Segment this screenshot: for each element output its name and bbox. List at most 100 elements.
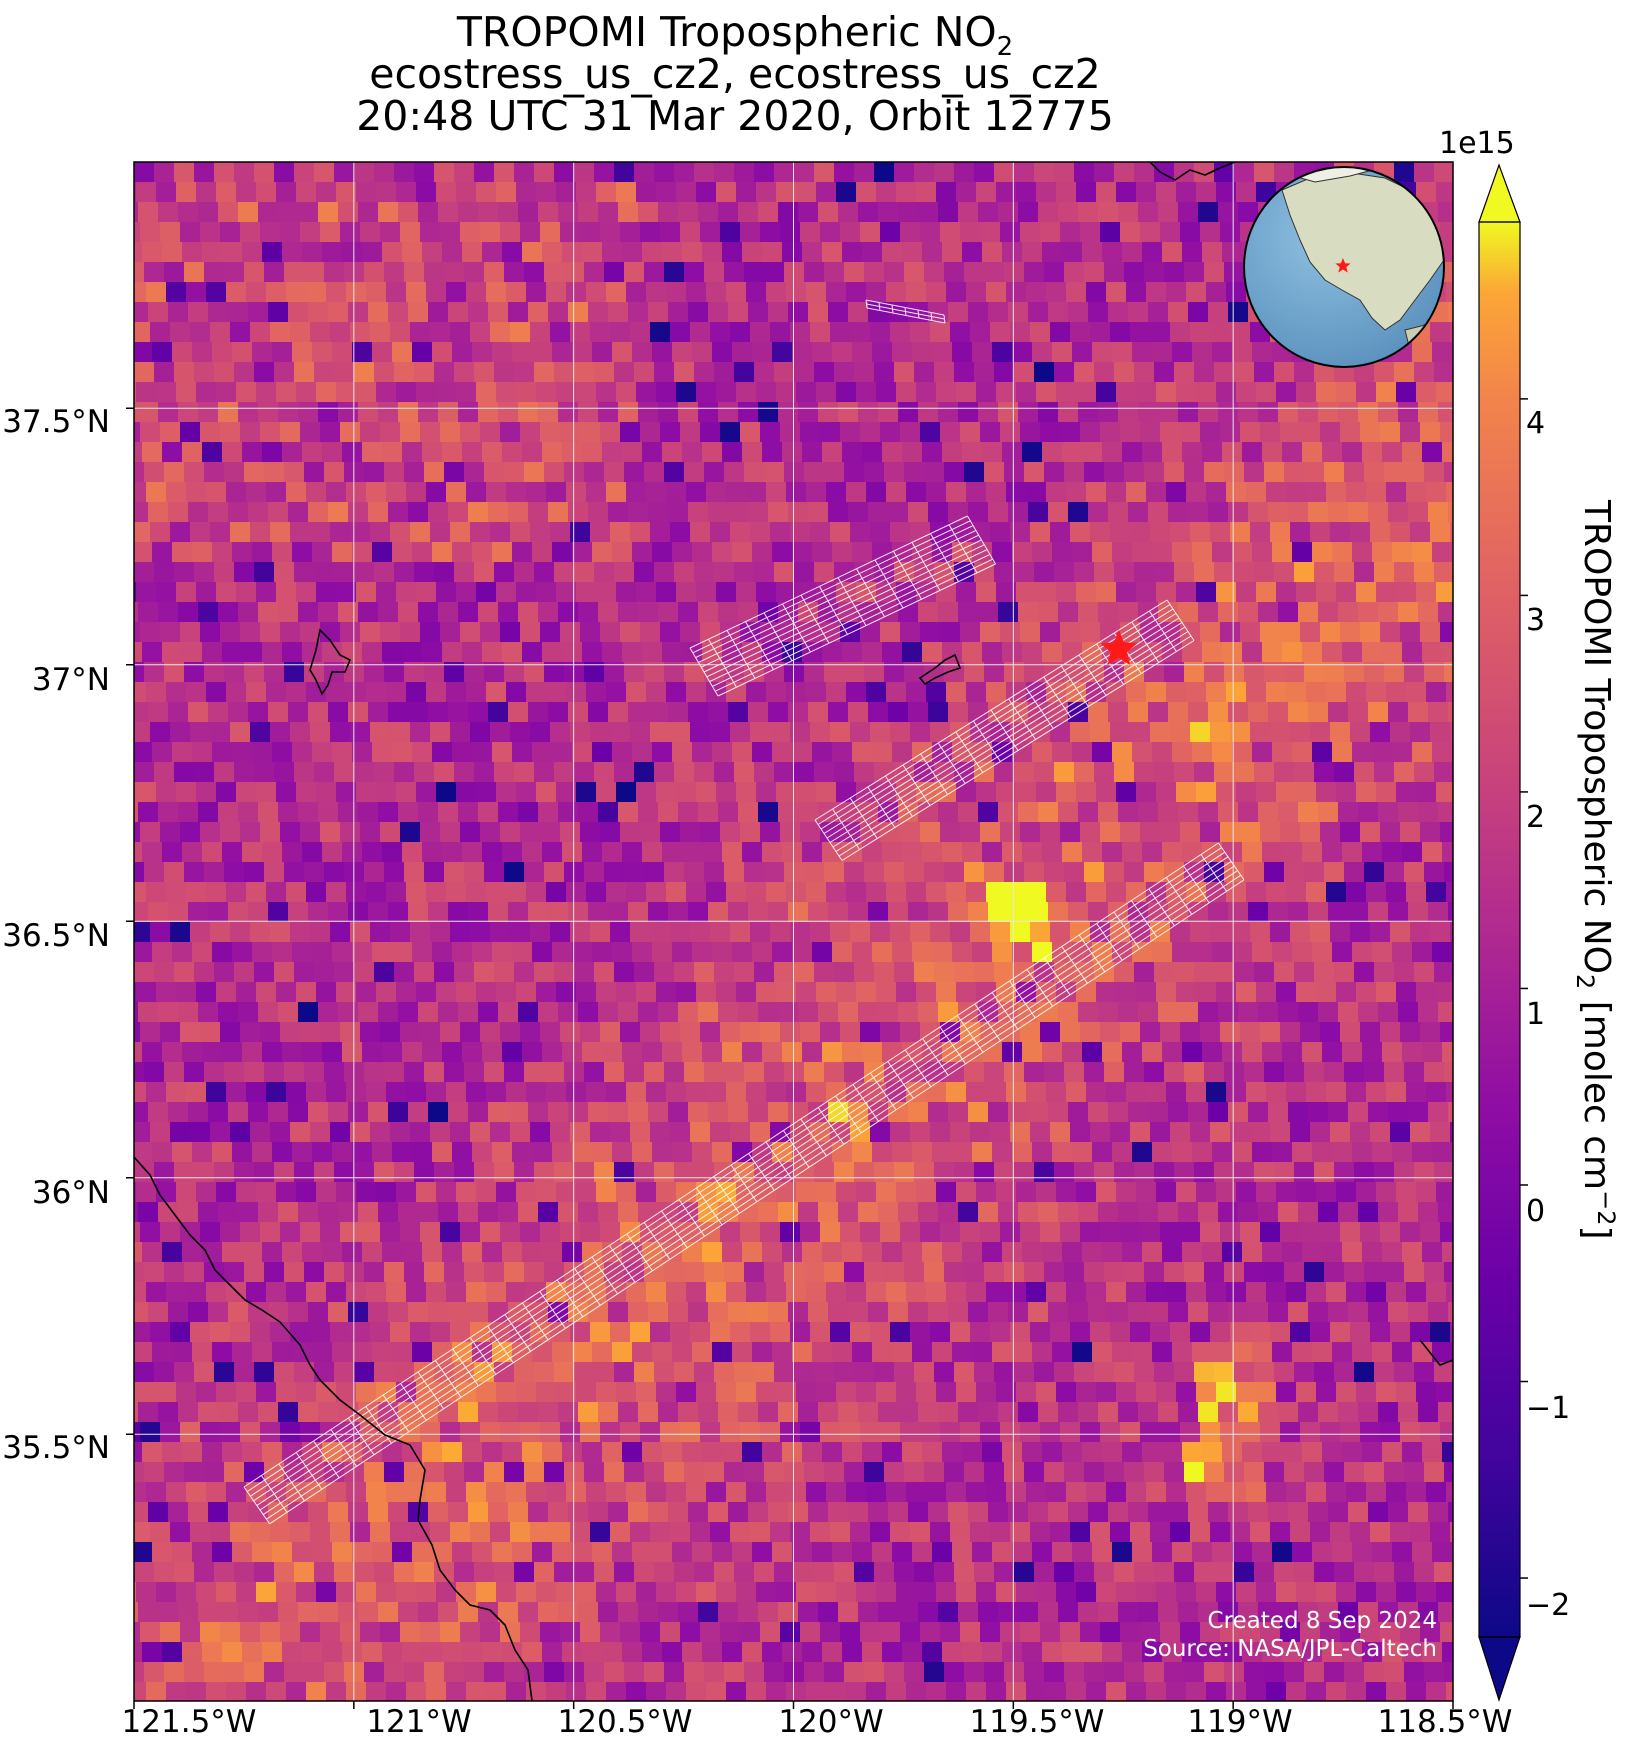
no2-pixel (492, 1142, 513, 1163)
no2-pixel (574, 562, 595, 583)
no2-pixel (1344, 862, 1365, 883)
no2-pixel (426, 1482, 447, 1503)
no2-pixel (1204, 662, 1225, 683)
no2-pixel (1198, 1402, 1219, 1423)
no2-pixel (474, 1362, 495, 1383)
no2-pixel (512, 542, 533, 563)
no2-pixel (1318, 1002, 1339, 1023)
no2-pixel (166, 282, 187, 303)
no2-pixel (232, 942, 253, 963)
no2-pixel (232, 1342, 253, 1363)
no2-pixel (900, 1422, 921, 1443)
no2-pixel (990, 1522, 1011, 1543)
no2-pixel (104, 862, 125, 883)
no2-pixel (960, 1422, 981, 1443)
no2-pixel (956, 582, 977, 603)
no2-pixel (1284, 1262, 1305, 1283)
no2-pixel (382, 842, 403, 863)
no2-pixel (242, 1242, 263, 1263)
no2-pixel (974, 962, 995, 983)
no2-pixel (704, 1462, 725, 1483)
no2-pixel (802, 1242, 823, 1263)
no2-pixel (1198, 1002, 1219, 1023)
no2-pixel (134, 1062, 145, 1083)
no2-pixel (1172, 1342, 1193, 1363)
no2-pixel (552, 342, 573, 363)
no2-pixel (1256, 382, 1277, 403)
no2-pixel (142, 1442, 163, 1463)
no2-pixel (478, 602, 499, 623)
no2-pixel (874, 362, 895, 383)
no2-pixel (1302, 442, 1323, 463)
no2-pixel (1374, 962, 1395, 983)
no2-pixel (286, 282, 307, 303)
no2-pixel (1008, 1502, 1029, 1523)
no2-pixel (510, 1322, 531, 1343)
no2-pixel (460, 1022, 481, 1043)
no2-pixel (1016, 1182, 1037, 1203)
no2-pixel (580, 1422, 601, 1443)
no2-pixel (964, 462, 985, 483)
no2-pixel (704, 1262, 725, 1283)
no2-pixel (134, 682, 147, 703)
no2-pixel (760, 622, 781, 643)
no2-pixel (330, 1522, 351, 1543)
no2-pixel (1244, 1262, 1265, 1283)
no2-pixel (1310, 1322, 1331, 1343)
no2-pixel (1050, 922, 1071, 943)
no2-pixel (1348, 1102, 1369, 1123)
no2-pixel (1422, 642, 1443, 663)
no2-pixel (854, 762, 875, 783)
no2-pixel (608, 1502, 629, 1523)
no2-pixel (414, 962, 435, 983)
no2-pixel (484, 262, 505, 283)
no2-pixel (732, 742, 753, 763)
no2-pixel (506, 482, 527, 503)
no2-pixel (712, 542, 733, 563)
no2-pixel (192, 1342, 213, 1363)
no2-pixel (896, 182, 917, 203)
no2-pixel (1054, 162, 1075, 183)
no2-pixel (1050, 322, 1071, 343)
no2-pixel (754, 162, 775, 183)
no2-pixel (290, 122, 311, 143)
no2-pixel (98, 1402, 119, 1423)
no2-pixel (956, 382, 977, 403)
no2-pixel (912, 742, 933, 763)
no2-pixel (110, 322, 131, 343)
no2-pixel (1086, 482, 1107, 503)
no2-pixel (352, 342, 373, 363)
no2-pixel (296, 382, 317, 403)
no2-pixel (576, 1382, 597, 1403)
no2-pixel (326, 1082, 347, 1103)
no2-pixel (440, 222, 461, 243)
no2-pixel (1240, 1022, 1261, 1043)
no2-pixel (304, 1062, 325, 1083)
no2-pixel (696, 982, 717, 1003)
no2-pixel (226, 1082, 247, 1103)
no2-pixel (828, 502, 849, 523)
no2-pixel (452, 162, 473, 163)
no2-pixel (1178, 402, 1199, 423)
no2-pixel (416, 182, 437, 203)
no2-pixel (200, 222, 221, 243)
no2-pixel (392, 542, 413, 563)
no2-pixel (970, 122, 991, 143)
no2-pixel (976, 982, 997, 1003)
no2-pixel (230, 1122, 251, 1143)
no2-pixel (418, 1002, 439, 1023)
no2-pixel (708, 1102, 729, 1123)
no2-pixel (206, 1282, 227, 1303)
no2-pixel (554, 1362, 575, 1383)
no2-pixel (800, 1422, 821, 1443)
no2-pixel (1282, 1042, 1303, 1063)
no2-pixel (1342, 1442, 1363, 1463)
no2-pixel (436, 582, 457, 603)
no2-pixel (948, 1502, 969, 1523)
no2-pixel (732, 1342, 753, 1363)
no2-pixel (974, 1362, 995, 1383)
no2-pixel (200, 422, 221, 443)
no2-pixel (296, 582, 317, 603)
no2-pixel (348, 302, 369, 323)
no2-pixel (414, 362, 435, 383)
